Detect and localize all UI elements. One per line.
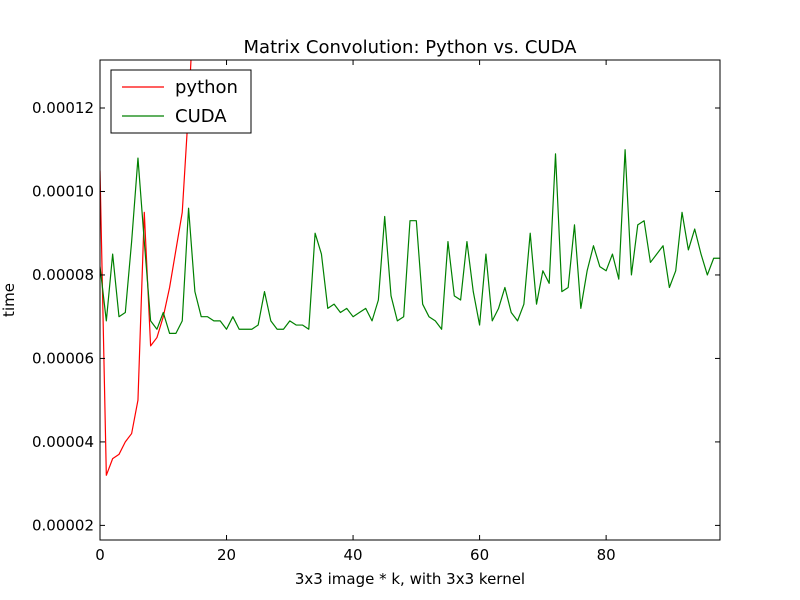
chart-title: Matrix Convolution: Python vs. CUDA — [244, 37, 578, 58]
x-tick-label: 20 — [217, 546, 236, 564]
legend: python CUDA — [110, 69, 252, 134]
y-tick-label: 0.00008 — [32, 266, 94, 284]
series-layer — [100, 60, 720, 476]
x-tick-label: 80 — [597, 546, 616, 564]
x-tick-label: 40 — [344, 546, 363, 564]
y-tick-label: 0.00010 — [32, 182, 94, 200]
y-axis-ticks: 0.00002 0.00004 0.00006 0.00008 0.00010 0.000… — [32, 99, 720, 534]
y-tick-label: 0.00004 — [32, 433, 94, 451]
legend-box — [110, 69, 252, 134]
plot-area-frame — [99, 59, 721, 541]
y-tick-label: 0.00006 — [32, 349, 94, 367]
x-axis-ticks: 0 20 40 60 80 — [95, 60, 616, 564]
y-tick-label: 0.00012 — [32, 99, 94, 117]
legend-cuda-label: CUDA — [175, 106, 227, 127]
y-axis-label: time — [0, 283, 18, 317]
x-tick-label: 0 — [95, 546, 105, 564]
series-line-cuda — [100, 149, 720, 334]
legend-python-label: python — [175, 77, 238, 98]
y-tick-label: 0.00002 — [32, 516, 94, 534]
x-tick-label: 60 — [470, 546, 489, 564]
x-axis-label: 3x3 image * k, with 3x3 kernel — [295, 570, 525, 588]
